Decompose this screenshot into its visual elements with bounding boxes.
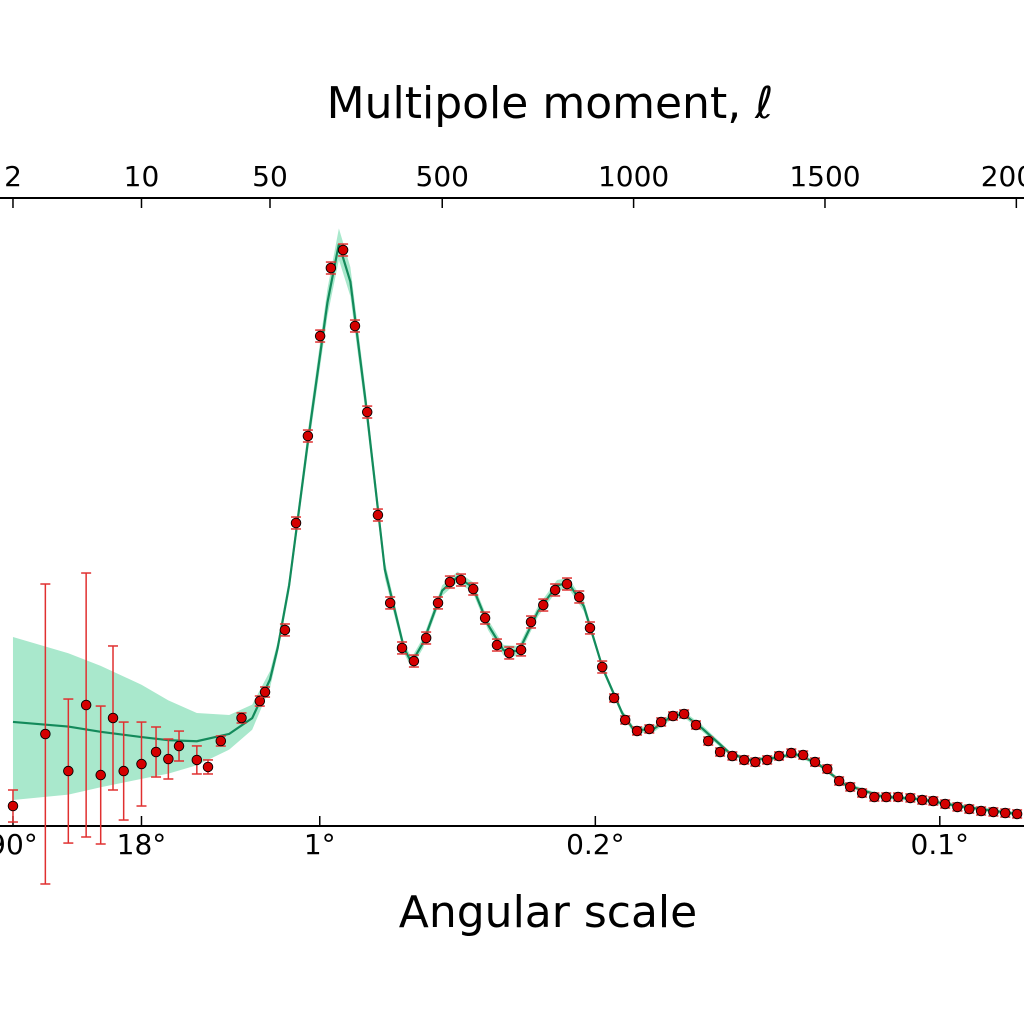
data-point	[655, 716, 667, 728]
data-point	[714, 746, 726, 758]
data-point	[118, 765, 129, 777]
data-point	[631, 725, 643, 737]
data-point	[844, 781, 856, 793]
bottom-tick-label: 18°	[117, 828, 167, 861]
data-point	[880, 791, 892, 803]
data-point	[173, 740, 185, 752]
data-point	[63, 765, 74, 777]
data-point	[916, 794, 928, 806]
data-point	[549, 584, 561, 596]
bottom-tick-label: 0.1°	[911, 828, 970, 861]
data-point	[236, 712, 247, 724]
data-point	[349, 320, 361, 332]
data-point	[40, 728, 51, 740]
data-point	[690, 719, 702, 731]
data-point	[905, 792, 916, 804]
top-tick-label: 1000	[598, 160, 669, 193]
data-point	[975, 805, 987, 817]
data-point	[259, 686, 271, 698]
confidence-band	[12, 228, 1017, 817]
data-point	[215, 735, 227, 747]
data-point	[396, 642, 408, 654]
data-point	[191, 754, 203, 766]
data-point	[584, 622, 596, 634]
data-point	[432, 597, 444, 609]
data-point	[773, 750, 785, 762]
data-point	[869, 791, 880, 803]
data-point	[150, 746, 162, 758]
data-point	[455, 574, 467, 586]
data-point	[738, 754, 750, 766]
data-point	[928, 795, 939, 807]
data-point	[809, 756, 821, 768]
data-point	[290, 517, 302, 529]
data-point	[491, 639, 503, 651]
data-point	[678, 708, 690, 720]
top-tick-label: 2000	[981, 160, 1024, 193]
data-point	[574, 591, 585, 603]
data-point	[302, 430, 314, 442]
data-point	[761, 754, 773, 766]
data-point	[361, 406, 373, 418]
data-point	[856, 787, 868, 799]
data-point	[892, 791, 904, 803]
data-point	[999, 807, 1011, 819]
data-point	[833, 775, 845, 787]
data-point	[325, 262, 337, 274]
data-point	[444, 576, 456, 588]
data-point	[750, 756, 761, 768]
data-point	[202, 761, 214, 773]
data-point	[408, 655, 420, 667]
data-point	[952, 801, 963, 813]
top-tick-label: 500	[416, 160, 469, 193]
top-tick-label: 2	[4, 160, 22, 193]
data-point	[384, 597, 396, 609]
data-point	[503, 647, 515, 659]
data-point	[619, 714, 631, 726]
data-point	[988, 806, 999, 818]
data-point	[479, 612, 491, 624]
data-point	[964, 803, 975, 815]
data-point	[163, 753, 174, 765]
data-point	[644, 723, 655, 735]
top-tick-label: 10	[124, 160, 160, 193]
data-point	[525, 616, 537, 628]
data-point	[596, 661, 608, 673]
data-point	[80, 699, 92, 711]
bottom-tick-label: 90°	[0, 828, 38, 861]
data-point	[727, 750, 738, 762]
data-point	[254, 695, 266, 707]
top-tick-label: 1500	[789, 160, 860, 193]
data-point	[608, 692, 620, 704]
bottom-tick-label: 0.2°	[566, 828, 625, 861]
data-point	[467, 583, 479, 595]
data-point	[667, 710, 679, 722]
data-point	[314, 330, 326, 342]
data-point	[702, 735, 714, 747]
data-point	[95, 769, 106, 781]
data-point	[7, 800, 19, 812]
data-point	[515, 644, 527, 656]
data-point	[561, 578, 573, 590]
chart-title: Multipole moment, ℓ	[327, 78, 774, 129]
data-point	[107, 712, 119, 724]
data-point	[420, 632, 432, 644]
data-point	[786, 747, 797, 759]
data-point	[939, 798, 951, 810]
data-point	[337, 244, 349, 256]
data-point	[538, 599, 549, 611]
top-tick-label: 50	[252, 160, 288, 193]
data-point	[136, 758, 147, 770]
data-point	[822, 763, 833, 775]
x-axis-title: Angular scale	[399, 887, 697, 938]
data-point	[1011, 808, 1023, 820]
bottom-tick-label: 1°	[304, 828, 336, 861]
data-point	[279, 624, 291, 636]
data-point	[372, 509, 384, 521]
data-point	[797, 749, 809, 761]
